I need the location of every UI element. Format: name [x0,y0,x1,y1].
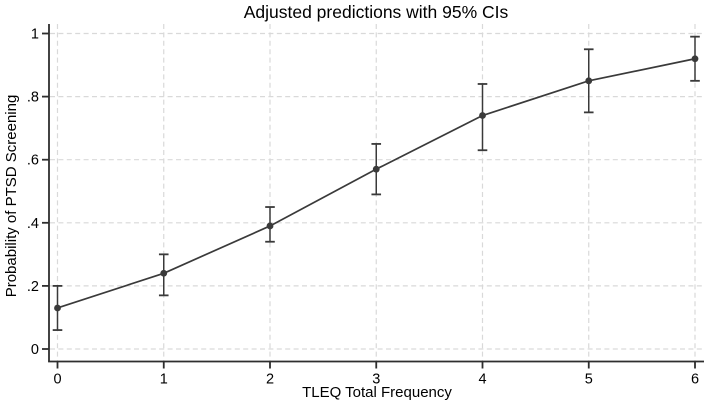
y-tick-label: 1 [31,27,39,43]
axes [42,24,704,369]
x-tick-label: 6 [691,372,699,388]
y-tick-label: .6 [27,153,39,169]
y-tick-label: 0 [31,342,39,358]
y-tick-label: .2 [27,279,39,295]
data-point-marker [691,55,699,63]
y-axis-label: Probability of PTSD Screening [3,95,20,298]
y-tick-label: .8 [27,90,39,106]
x-tick-label: 4 [478,372,486,388]
x-tick-label: 0 [53,372,61,388]
y-tick-label: .4 [27,216,39,232]
data-point-marker [160,269,168,277]
data-point-marker [585,77,593,85]
data-point-marker [266,222,274,230]
x-tick-label: 2 [266,372,274,388]
data-point-marker [372,165,380,173]
data-series [52,35,700,331]
data-point-marker [54,304,61,312]
data-point-marker [479,112,486,119]
tick-labels: 0 .2 .4 .6 .8 1 0 1 2 3 4 5 6 [27,27,699,388]
x-axis-label: TLEQ Total Frequency [302,384,452,401]
x-tick-label: 1 [160,372,168,388]
x-tick-label: 5 [585,372,593,388]
chart-title: Adjusted predictions with 95% CIs [244,2,509,22]
x-tick-label: 3 [372,372,380,388]
